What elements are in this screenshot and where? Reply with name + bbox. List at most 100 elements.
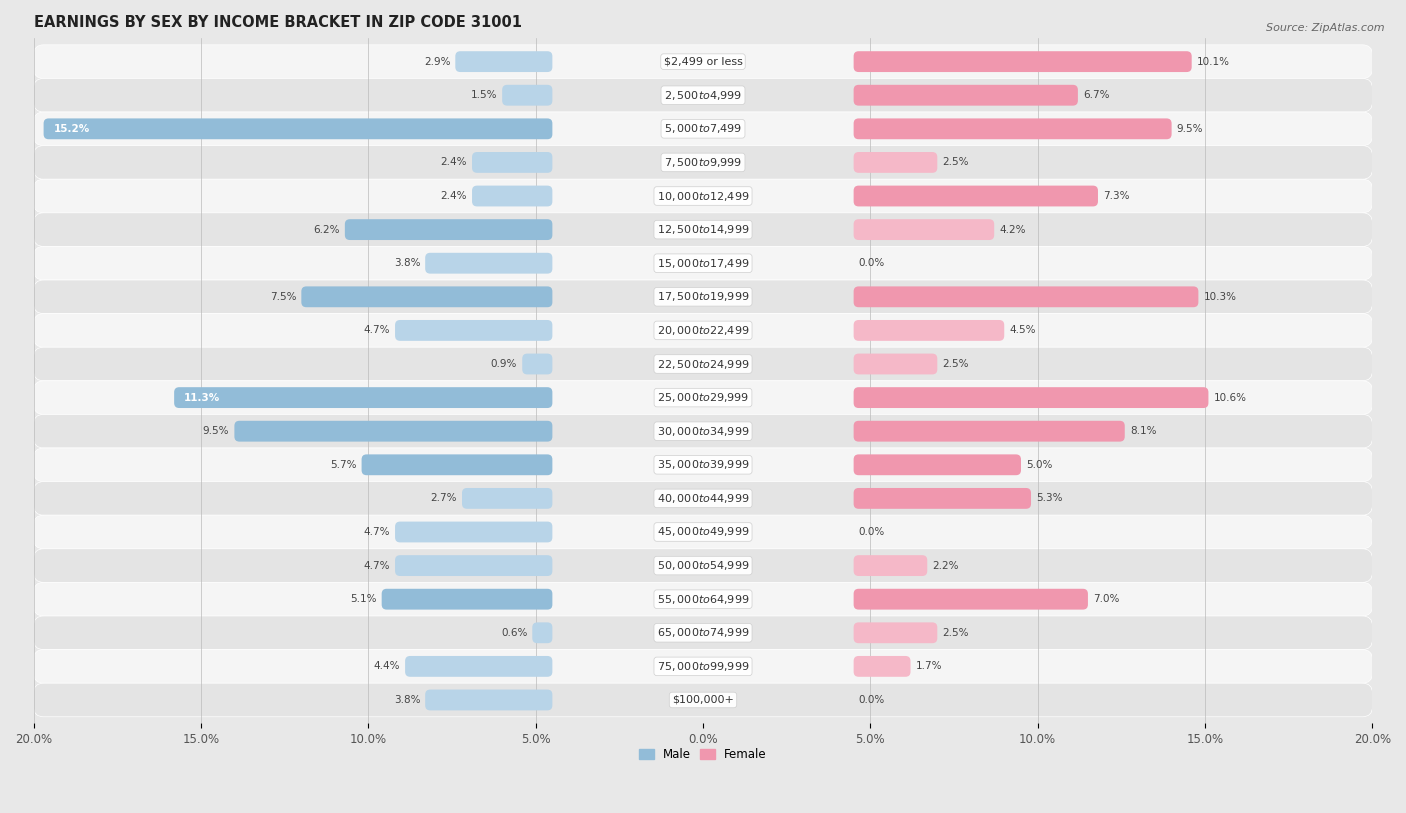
FancyBboxPatch shape	[853, 185, 1098, 207]
FancyBboxPatch shape	[34, 112, 1372, 146]
Text: 11.3%: 11.3%	[184, 393, 221, 402]
Text: $2,499 or less: $2,499 or less	[664, 57, 742, 67]
FancyBboxPatch shape	[853, 387, 1208, 408]
Text: $22,500 to $24,999: $22,500 to $24,999	[657, 358, 749, 371]
Text: $65,000 to $74,999: $65,000 to $74,999	[657, 626, 749, 639]
Text: $55,000 to $64,999: $55,000 to $64,999	[657, 593, 749, 606]
Text: 3.8%: 3.8%	[394, 259, 420, 268]
FancyBboxPatch shape	[361, 454, 553, 476]
FancyBboxPatch shape	[853, 488, 1031, 509]
Text: 2.7%: 2.7%	[430, 493, 457, 503]
FancyBboxPatch shape	[174, 387, 553, 408]
Text: 6.7%: 6.7%	[1083, 90, 1109, 100]
FancyBboxPatch shape	[463, 488, 553, 509]
FancyBboxPatch shape	[34, 280, 1372, 314]
FancyBboxPatch shape	[34, 415, 1372, 448]
Text: 10.1%: 10.1%	[1197, 57, 1230, 67]
FancyBboxPatch shape	[34, 481, 1372, 515]
FancyBboxPatch shape	[853, 85, 1078, 106]
FancyBboxPatch shape	[34, 179, 1372, 213]
FancyBboxPatch shape	[853, 623, 938, 643]
FancyBboxPatch shape	[34, 650, 1372, 683]
Text: $40,000 to $44,999: $40,000 to $44,999	[657, 492, 749, 505]
FancyBboxPatch shape	[44, 119, 553, 139]
Text: $10,000 to $12,499: $10,000 to $12,499	[657, 189, 749, 202]
Text: $100,000+: $100,000+	[672, 695, 734, 705]
Text: 2.5%: 2.5%	[942, 158, 969, 167]
Text: 3.8%: 3.8%	[394, 695, 420, 705]
Text: 0.6%: 0.6%	[501, 628, 527, 637]
FancyBboxPatch shape	[381, 589, 553, 610]
FancyBboxPatch shape	[344, 220, 553, 240]
Text: 7.3%: 7.3%	[1102, 191, 1129, 201]
Text: $12,500 to $14,999: $12,500 to $14,999	[657, 223, 749, 236]
Text: $7,500 to $9,999: $7,500 to $9,999	[664, 156, 742, 169]
FancyBboxPatch shape	[34, 380, 1372, 415]
FancyBboxPatch shape	[853, 555, 928, 576]
Text: 2.4%: 2.4%	[440, 158, 467, 167]
FancyBboxPatch shape	[34, 347, 1372, 380]
FancyBboxPatch shape	[34, 582, 1372, 616]
Text: 0.0%: 0.0%	[859, 695, 884, 705]
Text: 2.9%: 2.9%	[423, 57, 450, 67]
FancyBboxPatch shape	[456, 51, 553, 72]
Text: 2.5%: 2.5%	[942, 628, 969, 637]
FancyBboxPatch shape	[853, 220, 994, 240]
FancyBboxPatch shape	[34, 146, 1372, 179]
FancyBboxPatch shape	[405, 656, 553, 676]
FancyBboxPatch shape	[425, 689, 553, 711]
Text: 4.4%: 4.4%	[374, 662, 401, 672]
Text: 7.5%: 7.5%	[270, 292, 297, 302]
Text: $25,000 to $29,999: $25,000 to $29,999	[657, 391, 749, 404]
FancyBboxPatch shape	[34, 515, 1372, 549]
Text: 0.9%: 0.9%	[491, 359, 517, 369]
Text: $30,000 to $34,999: $30,000 to $34,999	[657, 424, 749, 437]
Legend: Male, Female: Male, Female	[634, 743, 772, 766]
Text: 0.0%: 0.0%	[859, 527, 884, 537]
Text: $15,000 to $17,499: $15,000 to $17,499	[657, 257, 749, 270]
Text: 2.5%: 2.5%	[942, 359, 969, 369]
Text: 4.7%: 4.7%	[364, 561, 389, 571]
FancyBboxPatch shape	[853, 320, 1004, 341]
Text: 8.1%: 8.1%	[1130, 426, 1156, 437]
FancyBboxPatch shape	[395, 522, 553, 542]
Text: 4.7%: 4.7%	[364, 325, 389, 336]
FancyBboxPatch shape	[502, 85, 553, 106]
Text: $75,000 to $99,999: $75,000 to $99,999	[657, 660, 749, 673]
Text: 10.3%: 10.3%	[1204, 292, 1236, 302]
FancyBboxPatch shape	[34, 246, 1372, 280]
FancyBboxPatch shape	[853, 589, 1088, 610]
FancyBboxPatch shape	[34, 683, 1372, 717]
FancyBboxPatch shape	[472, 152, 553, 173]
FancyBboxPatch shape	[34, 45, 1372, 78]
FancyBboxPatch shape	[853, 152, 938, 173]
Text: 7.0%: 7.0%	[1092, 594, 1119, 604]
Text: 1.5%: 1.5%	[471, 90, 498, 100]
FancyBboxPatch shape	[853, 51, 1192, 72]
Text: $35,000 to $39,999: $35,000 to $39,999	[657, 459, 749, 472]
FancyBboxPatch shape	[34, 314, 1372, 347]
FancyBboxPatch shape	[395, 320, 553, 341]
Text: $17,500 to $19,999: $17,500 to $19,999	[657, 290, 749, 303]
FancyBboxPatch shape	[853, 656, 911, 676]
FancyBboxPatch shape	[34, 213, 1372, 246]
FancyBboxPatch shape	[34, 549, 1372, 582]
FancyBboxPatch shape	[34, 448, 1372, 481]
Text: 5.0%: 5.0%	[1026, 460, 1052, 470]
FancyBboxPatch shape	[853, 354, 938, 375]
FancyBboxPatch shape	[853, 454, 1021, 476]
Text: $20,000 to $22,499: $20,000 to $22,499	[657, 324, 749, 337]
Text: 4.5%: 4.5%	[1010, 325, 1036, 336]
FancyBboxPatch shape	[472, 185, 553, 207]
Text: 5.3%: 5.3%	[1036, 493, 1063, 503]
FancyBboxPatch shape	[34, 616, 1372, 650]
Text: 5.1%: 5.1%	[350, 594, 377, 604]
FancyBboxPatch shape	[425, 253, 553, 274]
Text: 10.6%: 10.6%	[1213, 393, 1247, 402]
Text: $2,500 to $4,999: $2,500 to $4,999	[664, 89, 742, 102]
FancyBboxPatch shape	[522, 354, 553, 375]
FancyBboxPatch shape	[301, 286, 553, 307]
Text: EARNINGS BY SEX BY INCOME BRACKET IN ZIP CODE 31001: EARNINGS BY SEX BY INCOME BRACKET IN ZIP…	[34, 15, 522, 30]
Text: 15.2%: 15.2%	[53, 124, 90, 134]
Text: 0.0%: 0.0%	[859, 259, 884, 268]
